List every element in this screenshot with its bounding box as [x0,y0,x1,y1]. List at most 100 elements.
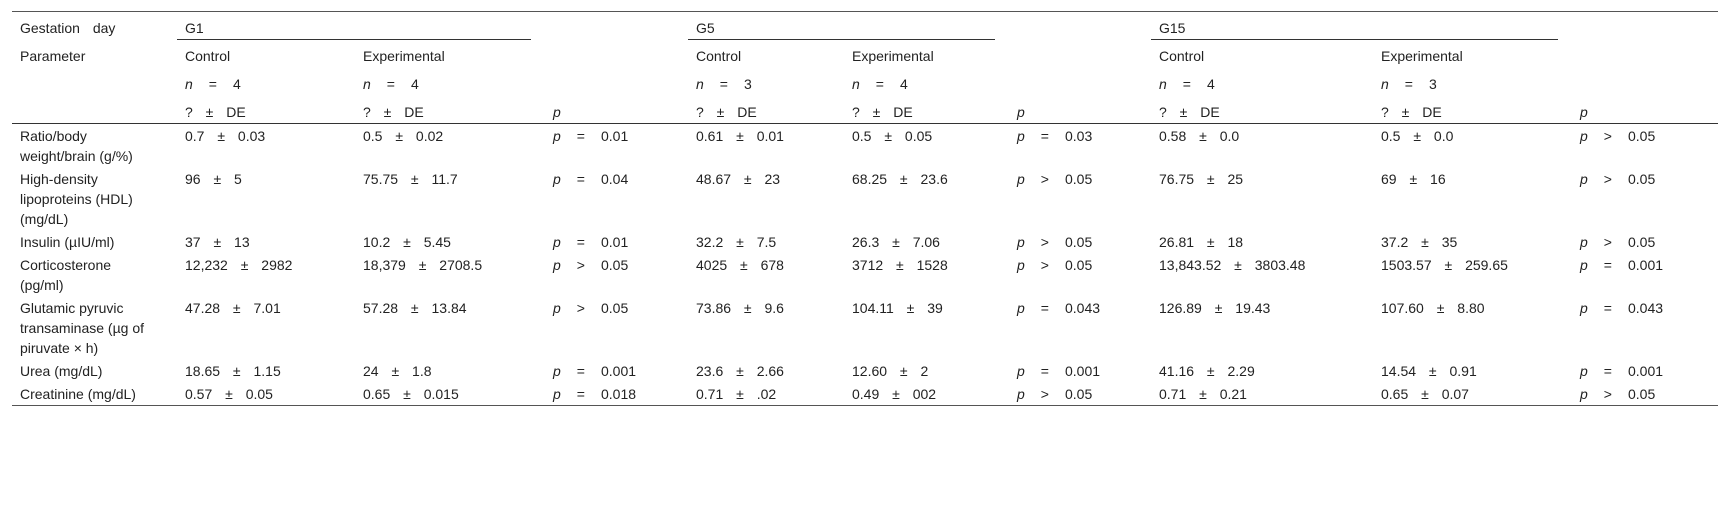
stat-op: > [1040,234,1049,250]
parameter-name: Insulin (µIU/ml) [20,234,115,250]
gestation-day-label: Gestation day [20,20,116,36]
empty-cell [1009,12,1151,40]
stat-val: 0.018 [600,386,637,402]
stat-sym: n [363,75,371,92]
empty-cell [1572,40,1718,68]
stat-val: 0.05 [600,257,629,273]
stat-sym: p [553,257,561,273]
value-cell: 24 ± 1.8 [363,363,432,379]
parameter-name: Ratio/body weight/brain (g/%) [20,128,133,164]
n-control: n = 3 [688,68,844,96]
stat-val: 0.043 [1627,300,1664,316]
table-container: Gestation day G1 G5 G15 Parameter Control Expe… [12,11,1718,406]
table-header: Gestation day G1 G5 G15 Parameter Control Expe… [12,12,1718,124]
value-cell: 26.81 ± 18 [1159,234,1244,250]
stat-val: 0.01 [600,128,629,144]
stat-sym: n [696,75,704,92]
stat-op: > [576,300,585,316]
n-experimental: n = 3 [1373,68,1572,96]
stat-val: 3 [1428,75,1437,92]
stat-sym: p [1580,363,1588,379]
stat-val: 0.05 [1064,234,1093,250]
stat-val: 4 [232,75,241,92]
stat-val: 4 [1206,75,1215,92]
value-cell: 0.5 ± 0.02 [363,128,444,144]
header-row: n = 4 n = 4 n = 3 n = 4 n = 4 n = 3 [12,68,1718,96]
value-cell: 37 ± 13 [185,234,250,250]
p-header: p [1009,95,1151,124]
stat-header: ? ± DE [355,95,545,124]
p-value-cell: p = 0.03 [1009,124,1151,168]
stat-op: = [1040,363,1049,379]
value-cell: 13,843.52 ± 3803.48 [1159,257,1306,273]
p-value-cell: p >0.05 [1009,167,1151,230]
value-cell: 23.6 ± 2.66 [696,363,784,379]
stat-op: > [1603,386,1612,402]
stat-op: > [1603,128,1612,144]
stat-sym: p [1580,234,1588,250]
empty-cell [12,68,177,96]
value-cell: 0.65 ± 0.07 [1381,386,1469,402]
header-row: Parameter Control Experimental Control Exper… [12,40,1718,68]
data-row: Glutamic pyruvic transaminase (µg of pir… [12,296,1718,359]
stat-sym: p [1580,300,1588,316]
stat-sym: n [185,75,193,92]
n-control: n = 4 [177,68,355,96]
data-row: Creatinine (mg/dL) 0.57 ± 0.05 0.65 ± 0.01… [12,382,1718,406]
value-cell: 14.54 ± 0.91 [1381,363,1477,379]
stat-header: ? ± DE [177,95,355,124]
p-header: p [1572,95,1718,124]
stat-sym: p [1017,386,1025,402]
group-label: G15 [1151,12,1572,40]
experimental-label: Experimental [852,47,934,64]
empty-cell [545,40,688,68]
data-row: Ratio/body weight/brain (g/%) 0.7 ± 0.03 0… [12,124,1718,168]
stat-sym: p [1017,128,1025,144]
stat-op: = [576,363,585,379]
p-value-cell: p >0.05 [1572,382,1718,406]
stat-op: = [875,75,884,92]
p-value-cell: p = 0.04 [545,167,688,230]
stat-val: 0.05 [1627,171,1656,187]
stat-op: = [386,75,395,92]
value-cell: 3712 ± 1528 [852,257,948,273]
stat-val: 0.05 [1627,128,1656,144]
stat-op: = [576,386,585,402]
stat-sym: p [553,128,561,144]
n-experimental: n = 4 [355,68,545,96]
value-cell: 37.2 ± 35 [1381,234,1458,250]
value-cell: 47.28 ± 7.01 [185,300,281,316]
parameter-label: Parameter [20,47,86,64]
p-value-cell: p = 0.018 [545,382,688,406]
stat-val: 0.001 [1627,363,1664,379]
value-cell: 18.65 ± 1.15 [185,363,281,379]
stat-op: = [576,171,585,187]
stat-op: = [1603,363,1612,379]
parameter-name: Corticosterone (pg/ml) [20,257,112,293]
p-value-cell: p = 0.043 [1009,296,1151,359]
parameter-name: Glutamic pyruvic transaminase (µg of pir… [20,300,145,356]
data-row: Corticosterone (pg/ml) 12,232 ± 2982 18,37… [12,253,1718,296]
header-row: ? ± DE? ± DE p? ± DE? ± DE p? ± DE? ± DE p [12,95,1718,124]
value-cell: 18,379 ± 2708.5 [363,257,483,273]
value-cell: 0.57 ± 0.05 [185,386,273,402]
control-label: Control [696,47,742,64]
stat-val: 4 [899,75,908,92]
stat-op: = [1040,300,1049,316]
p-value-cell: p >0.05 [1009,382,1151,406]
table-body: Ratio/body weight/brain (g/%) 0.7 ± 0.03 0… [12,124,1718,406]
stat-sym: n [1159,75,1167,92]
empty-cell [1572,12,1718,40]
p-value-cell: p >0.05 [545,253,688,296]
p-value-cell: p >0.05 [1009,230,1151,253]
stat-op: = [719,75,728,92]
stat-val: 3 [743,75,752,92]
value-cell: 104.11 ± 39 [852,300,943,316]
p-value-cell: p = 0.043 [1572,296,1718,359]
stat-op: > [1040,171,1049,187]
stat-sym: p [553,171,561,187]
value-cell: 68.25 ± 23.6 [852,171,948,187]
stat-op: = [576,234,585,250]
stat-val: 0.05 [1627,234,1656,250]
stat-op: = [1404,75,1413,92]
